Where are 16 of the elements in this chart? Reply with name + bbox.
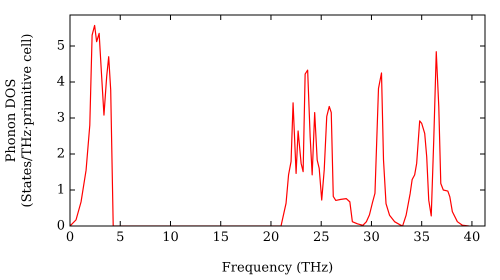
x-axis-title: Frequency (THz) <box>222 260 334 276</box>
y-tick-label: 5 <box>56 38 65 54</box>
x-tick-label: 35 <box>413 230 430 246</box>
x-tick-label: 15 <box>212 230 229 246</box>
x-tick-label: 5 <box>116 230 124 246</box>
y-tick-label: 2 <box>56 146 65 162</box>
y-tick-label: 0 <box>56 218 65 234</box>
x-tick-label: 25 <box>312 230 330 246</box>
x-tick-label: 30 <box>363 230 380 246</box>
y-tick-label: 1 <box>56 182 65 198</box>
y-tick-label: 4 <box>56 74 65 90</box>
x-tick-label: 10 <box>162 230 179 246</box>
x-tick-label: 20 <box>262 230 280 246</box>
x-tick-label: 40 <box>464 230 480 246</box>
y-tick-label: 3 <box>56 110 65 126</box>
y-axis-title: Phonon DOS (States/THz·primitive cell) <box>4 33 35 208</box>
